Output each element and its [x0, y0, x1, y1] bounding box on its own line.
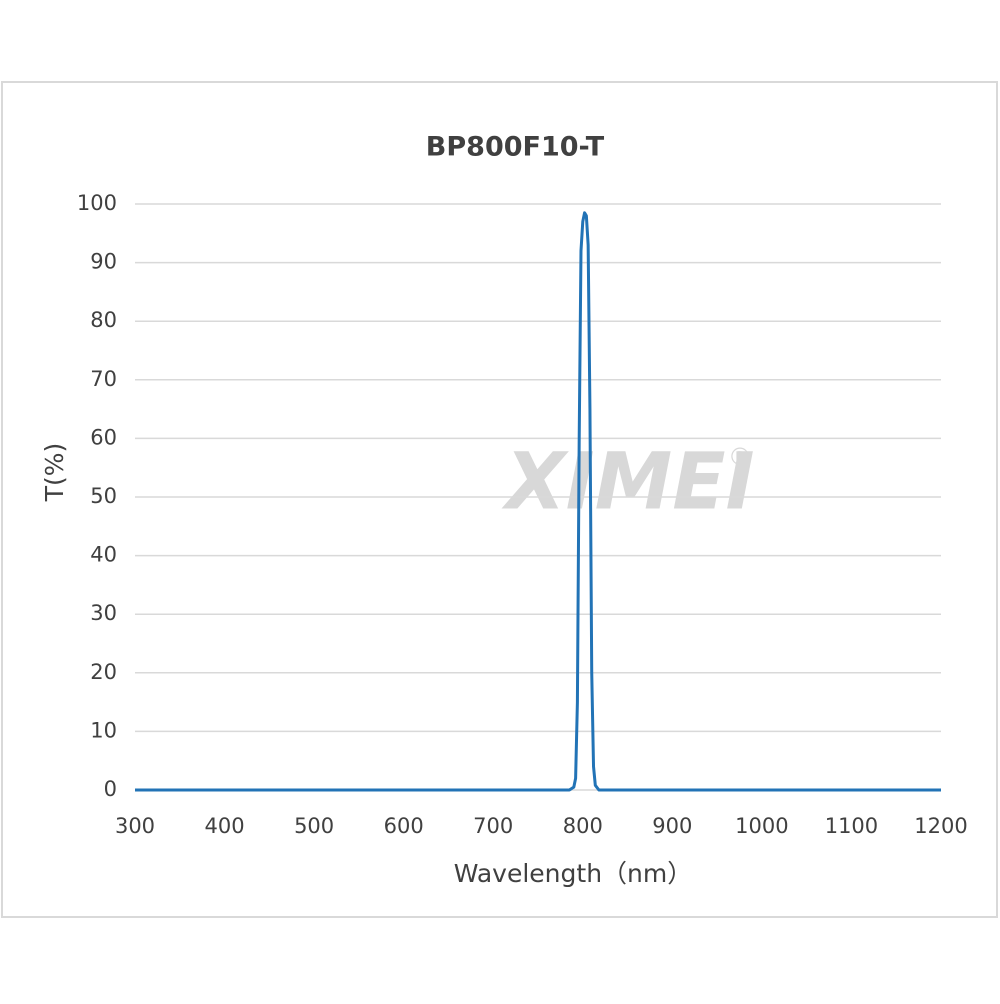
x-axis-label: Wavelength（nm）	[454, 859, 693, 888]
x-tick-label: 1000	[735, 814, 788, 838]
x-tick-label: 400	[205, 814, 245, 838]
y-tick-label: 10	[90, 718, 117, 742]
y-tick-label: 70	[90, 367, 117, 391]
y-tick-label: 90	[90, 250, 117, 274]
y-tick-label: 50	[90, 484, 117, 508]
x-tick-label: 700	[473, 814, 513, 838]
y-tick-label: 0	[104, 777, 117, 801]
chart-title: BP800F10-T	[426, 132, 605, 163]
y-tick-label: 20	[90, 660, 117, 684]
watermark: XIMEI	[501, 437, 754, 527]
x-tick-label: 1100	[825, 814, 878, 838]
x-tick-label: 1200	[914, 814, 967, 838]
y-tick-label: 80	[90, 308, 117, 332]
x-tick-label: 300	[115, 814, 155, 838]
y-tick-label: 100	[77, 191, 117, 215]
x-tick-label: 500	[294, 814, 334, 838]
x-tick-label: 600	[384, 814, 424, 838]
data-line	[135, 211, 941, 792]
x-tick-label: 800	[563, 814, 603, 838]
x-tick-label: 900	[652, 814, 692, 838]
y-tick-label: 60	[90, 425, 117, 449]
watermark-mark: ®	[728, 443, 752, 471]
chart-frame	[1, 81, 998, 918]
y-tick-label: 30	[90, 601, 117, 625]
y-axis-label: T(%)	[40, 443, 69, 503]
y-tick-label: 40	[90, 543, 117, 567]
